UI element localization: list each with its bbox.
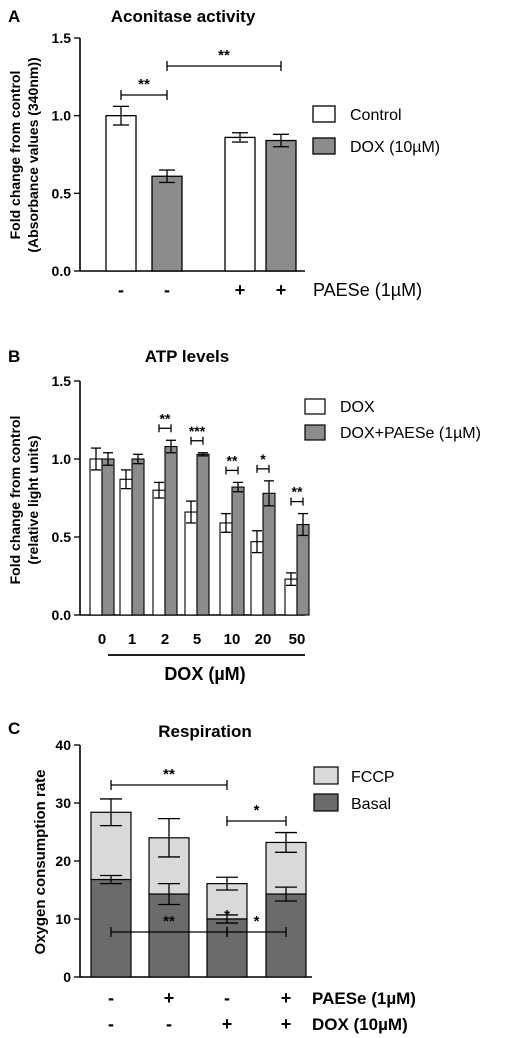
panel-c-ylabel: Oxygen consumption rate [32,769,49,954]
panel-b-x-tick-label: 0 [98,631,106,648]
panel-b-bar [164,445,178,616]
panel-b-bar [101,458,115,616]
panel-b-ylabel: (relative light units) [25,435,41,564]
panel-a-treatment-label: PAESe (1µM) [313,280,422,300]
panel-c-legend-label: Basal [351,796,391,813]
panel-b-xlabel: DOX (µM) [164,664,245,684]
panel-b-bar [184,511,198,616]
panel-a-sig-1-label: ** [138,76,150,93]
panel-c-legend-swatch [313,766,339,785]
panel-b-x-tick-label: 50 [289,631,306,648]
panel-a-title: Aconitase activity [111,7,256,26]
panel-letter-c: C [8,719,20,738]
panel-a-y-tick-label: 1.5 [52,30,72,46]
panel-b-x-tick-label: 10 [224,631,241,648]
panel-b-x-tick-label: 1 [128,631,136,648]
panel-b-legend-swatch [304,398,326,415]
panel-b-x-tick-label: 2 [161,631,169,648]
panel-c-bar-basal [148,893,190,978]
panel-a-bar [105,115,137,272]
panel-c-treatment-sign: - [108,1014,114,1034]
panel-c-legend-label: FCCP [351,769,395,786]
panel-b-sig-label: ** [227,452,238,468]
panel-b-y-tick-label: 1.5 [52,373,72,389]
panel-b-x-tick-label: 20 [255,631,272,648]
panel-b-legend-label: DOX [340,399,375,416]
panel-a-treatment-sign: - [118,280,124,300]
panel-a-legend-label: Control [350,107,402,124]
panel-a-bar [151,175,183,272]
panel-b-legend-label: DOX+PAESe (1µM) [340,425,481,442]
panel-c-title: Respiration [158,722,252,741]
panel-a-sig-2-label: ** [218,47,230,64]
panel-c-sig-top-2-label: * [254,802,260,819]
panel-b-y-tick-label: 1.0 [52,451,72,467]
panel-a-ylabel: Fold change from control [7,71,23,240]
panel-b-bar [296,523,310,616]
panel-a-treatment-sign: - [164,280,170,300]
panel-a-y-tick-label: 0.5 [52,185,72,201]
panel-b-sig-label: ** [160,410,171,426]
panel-a-legend-swatch [312,137,336,155]
panel-b-sig-label: *** [189,423,206,439]
panel-c-treatment-sign: - [224,988,230,1008]
panel-c-y-tick-label: 30 [55,795,71,811]
panel-letter-a: A [8,7,20,26]
panel-b-bar [152,489,166,616]
panel-a-legend-label: DOX (10µM) [350,139,440,156]
panel-c-y-tick-label: 0 [63,969,71,985]
panel-a-bar [224,136,256,272]
panel-a-treatment-sign: + [276,280,287,300]
panel-b-y-tick-label: 0.5 [52,529,72,545]
panel-b-sig-label: ** [292,484,303,500]
panel-b-bar [131,458,145,616]
panel-c-treatment-sign: - [108,988,114,1008]
panel-a-bar [265,139,297,272]
panel-c-treatment-sign: + [281,988,292,1008]
panel-c-sig-basal-1-label: ** [163,913,175,930]
panel-c-y-tick-label: 20 [55,853,71,869]
panel-b-ylabel: Fold change from control [7,416,23,585]
panel-b-x-tick-label: 5 [193,631,201,648]
panel-c-y-tick-label: 10 [55,911,71,927]
panel-c-y-tick-label: 40 [55,737,71,753]
panel-c-sig-basal-3-label: * [224,907,230,924]
panel-c-legend-swatch [313,793,339,812]
panel-b-sig-label: * [260,451,266,467]
panel-a-treatment-sign: + [235,280,246,300]
panel-b-bar [196,453,210,616]
panel-a-ylabel: (Absorbance values (340nm)) [25,57,41,252]
panel-b-bar [89,458,103,616]
panel-a-y-tick-label: 1.0 [52,108,72,124]
panel-c-treatment-sign: + [164,988,175,1008]
panel-c-sig-top-1-label: ** [163,766,175,783]
panel-b-bar [119,478,133,616]
panel-letter-b: B [8,347,20,366]
panel-a-legend-swatch [312,105,336,123]
panel-b-bar [262,492,276,616]
panel-c-treatment-label: DOX (10µM) [312,1015,408,1034]
panel-b-bar [231,486,245,616]
panel-b-title: ATP levels [145,347,229,366]
panel-c-bar-fccp [206,883,248,920]
panel-c-treatment-label: PAESe (1µM) [312,989,416,1008]
panel-c-treatment-sign: - [166,1014,172,1034]
panel-b-legend-swatch [304,424,326,441]
panel-a-y-tick-label: 0.0 [52,263,72,279]
panel-c-treatment-sign: + [222,1014,233,1034]
panel-b-bar [219,522,233,616]
panel-c-treatment-sign: + [281,1014,292,1034]
panel-b-y-tick-label: 0.0 [52,607,72,623]
panel-c-sig-basal-2-label: * [254,913,260,930]
